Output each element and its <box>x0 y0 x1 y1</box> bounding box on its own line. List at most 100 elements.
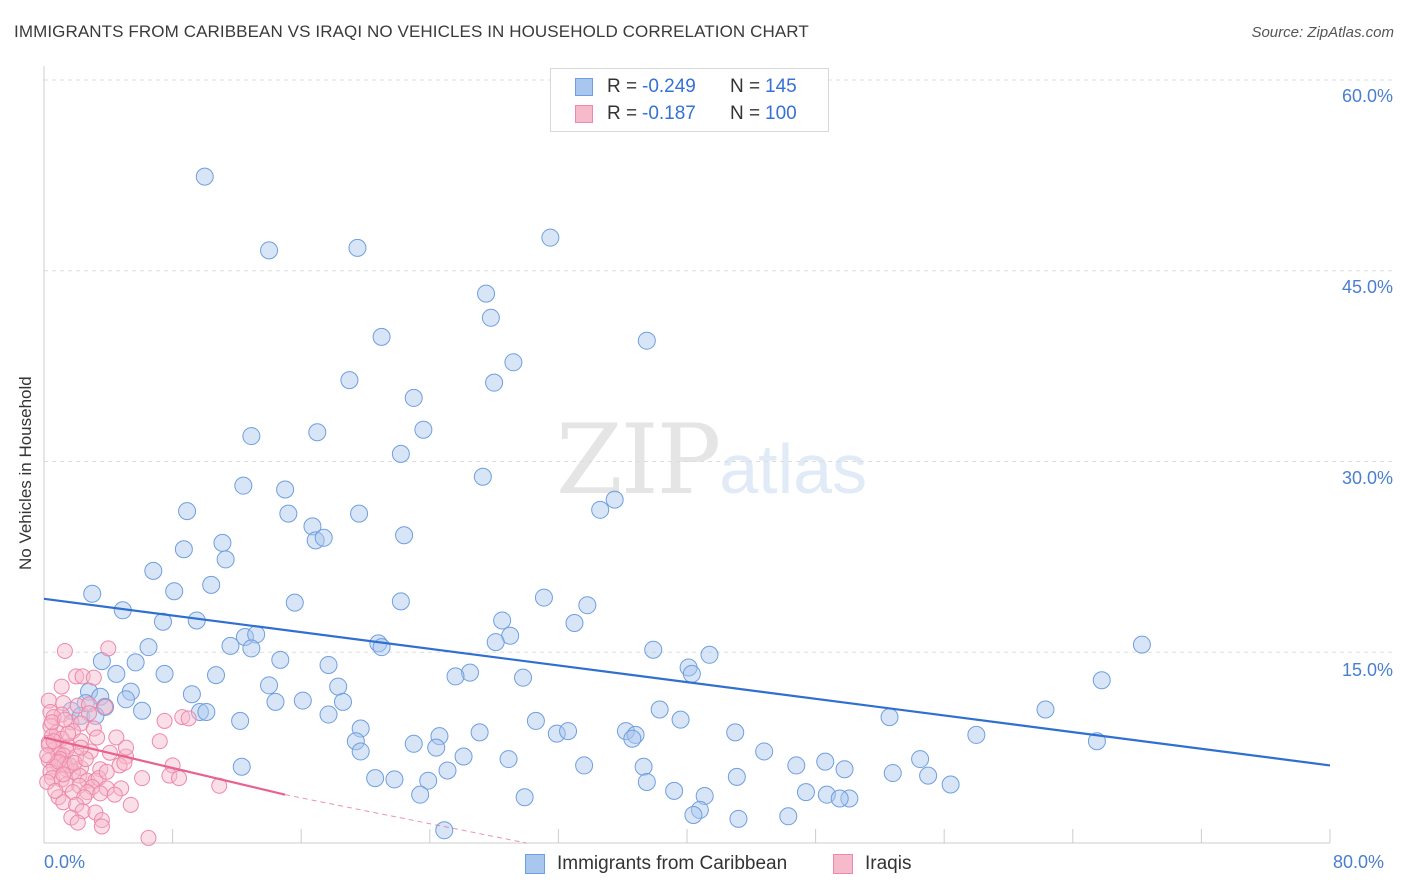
axes <box>43 66 1331 844</box>
caribbean-point <box>260 241 279 260</box>
caribbean-point <box>293 691 312 710</box>
caribbean-point <box>340 371 359 390</box>
caribbean-point <box>372 327 391 346</box>
iraqi-point <box>156 712 173 729</box>
caribbean-point <box>591 500 610 519</box>
caribbean-point <box>729 809 748 828</box>
caribbean-point <box>202 575 221 594</box>
caribbean-point <box>419 771 438 790</box>
caribbean-point <box>547 724 566 743</box>
caribbean-point <box>221 636 240 655</box>
caribbean-point <box>883 764 902 783</box>
n-value: 145 <box>765 76 797 97</box>
caribbean-point <box>195 167 214 186</box>
iraqi-point <box>98 780 115 797</box>
caribbean-point <box>486 633 505 652</box>
legend-swatch-pink <box>833 854 853 874</box>
y-axis-label: No Vehicles in Household <box>16 376 35 570</box>
n-value: 100 <box>765 103 797 124</box>
caribbean-point <box>346 732 365 751</box>
trend-lines <box>43 597 1331 844</box>
y-tick-label: 30.0% <box>1341 468 1393 488</box>
caribbean-point <box>414 420 433 439</box>
iraqi-point <box>171 770 188 787</box>
iraqi-point <box>93 818 110 835</box>
r-label: R = <box>607 103 638 124</box>
caribbean-point <box>650 700 669 719</box>
caribbean-point <box>578 596 597 615</box>
caribbean-point <box>637 331 656 350</box>
caribbean-point <box>133 701 152 720</box>
caribbean-point <box>178 502 197 521</box>
caribbean-point <box>477 284 496 303</box>
legend-label: Immigrants from Caribbean <box>557 853 788 874</box>
caribbean-point <box>880 708 899 727</box>
caribbean-point <box>213 533 232 552</box>
caribbean-point <box>485 373 504 392</box>
caribbean-point <box>182 685 201 704</box>
caribbean-point <box>350 504 369 523</box>
caribbean-point <box>411 785 430 804</box>
iraqi-point <box>69 814 86 831</box>
iraqi-point <box>47 782 64 799</box>
legend-swatch-blue <box>575 78 593 96</box>
caribbean-point <box>126 653 145 672</box>
x-tick-label: 0.0% <box>44 852 86 872</box>
n-label: N = <box>730 76 761 97</box>
gridlines <box>44 79 1392 653</box>
iraqi-point <box>113 780 130 797</box>
caribbean-point <box>260 676 279 695</box>
iraqi-point <box>122 796 139 813</box>
iraqi-point <box>81 696 98 713</box>
y-tick-label: 60.0% <box>1341 86 1393 106</box>
chart-title: IMMIGRANTS FROM CARIBBEAN VS IRAQI NO VE… <box>14 22 809 41</box>
iraqi-point <box>116 754 133 771</box>
r-value: -0.249 <box>642 76 696 97</box>
caribbean-point <box>787 756 806 775</box>
caribbean-point <box>395 526 414 545</box>
caribbean-point <box>144 561 163 580</box>
iraqi-point <box>63 809 80 826</box>
caribbean-point <box>514 668 533 687</box>
caribbean-point <box>242 427 261 446</box>
caribbean-point <box>605 490 624 509</box>
caribbean-points <box>62 167 1151 840</box>
caribbean-point <box>840 789 859 808</box>
iraqi-point <box>108 729 125 746</box>
iraqi-point <box>92 785 109 802</box>
caribbean-point <box>404 388 423 407</box>
caribbean-point <box>526 711 545 730</box>
caribbean-point <box>616 722 635 741</box>
iraqi-point <box>98 763 115 780</box>
iraqi-point <box>85 669 102 686</box>
caribbean-point <box>460 663 479 682</box>
iraqi-point <box>85 720 102 737</box>
x-tick-label: 80.0% <box>1333 852 1385 872</box>
caribbean-point <box>314 528 333 547</box>
iraqi-point <box>68 668 85 685</box>
caribbean-point <box>779 807 798 826</box>
caribbean-point <box>1092 671 1111 690</box>
caribbean-point <box>816 752 835 771</box>
r-value: -0.187 <box>642 103 696 124</box>
iraqi-point <box>106 786 123 803</box>
caribbean-point <box>276 480 295 499</box>
iraqi-point <box>56 642 73 659</box>
iraqi-point <box>111 757 128 774</box>
caribbean-point <box>493 611 512 630</box>
caribbean-point <box>726 723 745 742</box>
y-tick-label: 45.0% <box>1341 277 1393 297</box>
caribbean-point <box>470 723 489 742</box>
caribbean-point <box>499 750 518 769</box>
caribbean-point <box>623 729 642 748</box>
caribbean-point <box>348 238 367 257</box>
caribbean-point <box>700 645 719 664</box>
caribbean-point <box>481 308 500 327</box>
iraqi-point <box>61 757 78 774</box>
caribbean-point <box>454 747 473 766</box>
caribbean-point <box>404 734 423 753</box>
caribbean-point <box>232 757 251 776</box>
y-tick-label: 15.0% <box>1341 660 1393 680</box>
iraqi-point <box>60 725 77 742</box>
